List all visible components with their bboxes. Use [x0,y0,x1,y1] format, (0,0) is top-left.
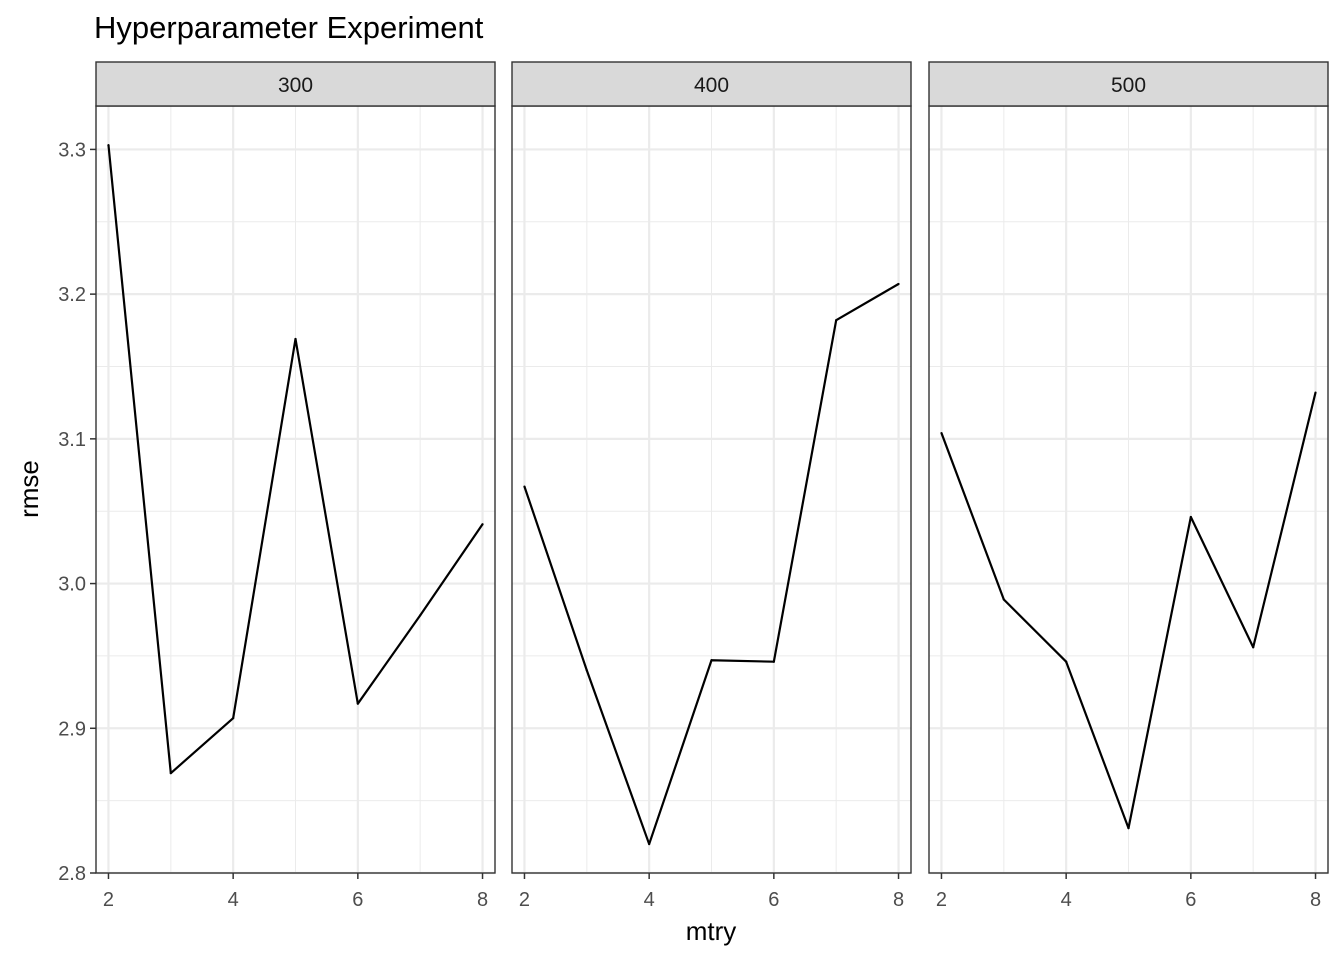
x-tick-label: 4 [644,889,655,911]
data-point [772,660,775,663]
x-tick-label: 8 [893,889,904,911]
data-point [1065,660,1068,663]
facet-strip-label: 400 [694,74,729,97]
facet-strip-label: 500 [1111,74,1146,97]
facet-panel-500: 500 2 4 6 8 [928,61,1329,911]
data-point [169,772,172,775]
data-point [356,702,359,705]
data-point [1002,598,1005,601]
x-tick-label: 8 [1310,889,1321,911]
x-tick-label: 6 [768,889,779,911]
data-point [523,485,526,488]
y-axis-title: rmse [14,460,44,518]
data-point [419,614,422,617]
x-tick-label: 4 [228,889,239,911]
x-tick-label: 2 [519,889,530,911]
grid [929,106,1328,875]
facet-panel-300: 300 2 4 6 8 [95,61,496,911]
x-tick-label: 8 [477,889,488,911]
data-point [294,337,297,341]
x-tick-label: 6 [352,889,363,911]
data-point [107,143,110,147]
x-tick-label: 4 [1061,889,1072,911]
y-tick-label: 3.0 [58,574,86,596]
x-tick-label: 2 [936,889,947,911]
data-point [1127,827,1130,830]
facet-panel-400: 400 2 4 6 8 [511,61,912,911]
data-point [1252,646,1255,649]
data-point [1189,515,1192,519]
x-axis-title: mtry [686,916,737,946]
y-tick-label: 2.9 [58,718,86,740]
y-tick-label: 3.3 [58,139,86,161]
y-tick-label: 2.8 [58,863,86,885]
data-point [232,717,235,720]
data-point [897,282,900,286]
y-axis: 2.8 2.9 3.0 3.1 3.2 3.3 [58,139,96,885]
facet-strip [95,61,496,107]
chart-title: Hyperparameter Experiment [94,10,484,45]
data-point [940,431,943,435]
y-tick-label: 3.2 [58,284,86,306]
data-point [835,319,838,322]
facet-strip [928,61,1329,107]
y-tick-label: 3.1 [58,429,86,451]
data-point [585,669,588,672]
data-point [481,523,484,526]
facet-strip-label: 300 [278,74,313,97]
data-point [648,842,651,846]
x-tick-label: 6 [1185,889,1196,911]
facet-strip [511,61,912,107]
facet-panels: 300 2 4 6 8 400 2 4 6 8 500 2 4 6 8 [95,61,1329,911]
x-tick-label: 2 [103,889,114,911]
data-point [710,659,713,662]
data-point [1314,391,1317,394]
